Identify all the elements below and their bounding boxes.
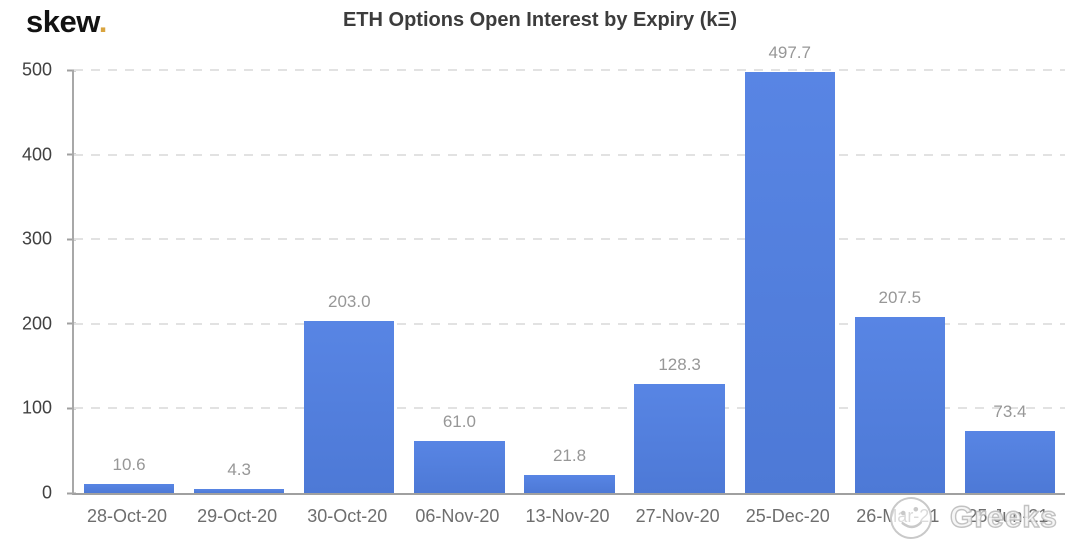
bar-slot-30-Oct-20: 203.0: [294, 70, 404, 493]
x-axis-label-28-Oct-20: 28-Oct-20: [87, 506, 168, 526]
y-tick-400: 400: [21, 144, 76, 165]
y-tick-label: 400: [21, 144, 52, 165]
watermark: Greeks: [888, 495, 1058, 541]
x-axis-label-06-Nov-20: 06-Nov-20: [415, 506, 500, 526]
bar-slot-27-Nov-20: 128.3: [625, 70, 735, 493]
y-tick-mark: [67, 492, 76, 494]
bar-28-Oct-20: [83, 484, 175, 493]
bar-06-Nov-20: [414, 441, 505, 493]
y-tick-mark: [67, 238, 76, 241]
y-tick-mark: [67, 153, 76, 156]
gridline-200: [74, 322, 1065, 325]
bar-slot-25-Jun-21: 73.4: [955, 70, 1065, 493]
bar-value-label: 203.0: [328, 292, 371, 312]
logo-dot: .: [98, 4, 108, 39]
bar-slot-26-Mar-21: 207.5: [845, 70, 955, 493]
bar-value-label: 61.0: [442, 412, 476, 432]
bar-value-label: 21.8: [552, 445, 587, 465]
bar-30-Oct-20: [304, 321, 395, 493]
x-axis-label-27-Nov-20: 27-Nov-20: [635, 506, 720, 526]
chart-title: ETH Options Open Interest by Expiry (kΞ): [342, 9, 738, 31]
y-tick-500: 500: [21, 59, 76, 81]
y-tick-mark: [67, 407, 76, 410]
gridline-100: [74, 407, 1065, 410]
bar-value-label: 128.3: [658, 355, 701, 375]
bar-value-label: 497.7: [768, 42, 811, 62]
y-tick-label: 100: [21, 397, 52, 418]
y-tick-200: 200: [21, 313, 76, 334]
gridline-500: [74, 69, 1065, 71]
y-tick-mark: [67, 322, 76, 325]
bar-value-label: 10.6: [112, 455, 146, 475]
bar-25-Jun-21: [964, 430, 1056, 493]
bar-25-Dec-20: [744, 71, 835, 493]
bar-27-Nov-20: [634, 384, 725, 493]
x-axis-label-30-Oct-20: 30-Oct-20: [307, 506, 388, 526]
bar-13-Nov-20: [524, 474, 615, 493]
bars-layer: 10.6 4.3 203.0 61.0 21.8 128.3 497.7 207.5 73.4: [74, 43, 1065, 493]
x-axis-label-29-Oct-20: 29-Oct-20: [197, 506, 278, 526]
bar-slot-13-Nov-20: 21.8: [514, 70, 624, 493]
y-tick-300: 300: [21, 228, 76, 250]
bar-26-Mar-21: [854, 317, 945, 493]
x-axis-label-25-Jun-21: 25-Jun-21: [967, 506, 1049, 526]
gridline-300: [74, 238, 1065, 241]
plot-area: 10.6 4.3 203.0 61.0 21.8 128.3 497.7 207.5 73.4: [72, 43, 1065, 495]
skew-logo: skew.: [26, 4, 107, 40]
bar-slot-29-Oct-20: 4.3: [184, 70, 294, 493]
bar-value-label: 207.5: [878, 288, 922, 308]
y-tick-mark: [67, 69, 76, 71]
bar-slot-28-Oct-20: 10.6: [74, 70, 184, 493]
y-tick-label: 200: [21, 313, 52, 334]
smiley-face-icon: [890, 497, 932, 539]
bar-value-label: 4.3: [227, 460, 251, 480]
bar-value-label: 73.4: [993, 401, 1027, 421]
y-tick-label: 500: [21, 59, 52, 80]
y-axis: 0 100 200 300 400 500: [0, 60, 76, 503]
x-axis-label-13-Nov-20: 13-Nov-20: [525, 506, 610, 526]
x-axis-label-25-Dec-20: 25-Dec-20: [745, 506, 830, 526]
y-tick-0: 0: [41, 482, 76, 504]
logo-text: skew: [26, 4, 99, 39]
gridline-400: [74, 153, 1065, 156]
bar-slot-25-Dec-20: 497.7: [735, 43, 845, 493]
bar-29-Oct-20: [194, 489, 285, 493]
watermark-text: Greeks: [949, 500, 1058, 534]
y-tick-label: 0: [41, 482, 52, 503]
y-tick-label: 300: [21, 228, 52, 249]
y-tick-100: 100: [21, 397, 76, 419]
bar-slot-06-Nov-20: 61.0: [404, 70, 514, 493]
